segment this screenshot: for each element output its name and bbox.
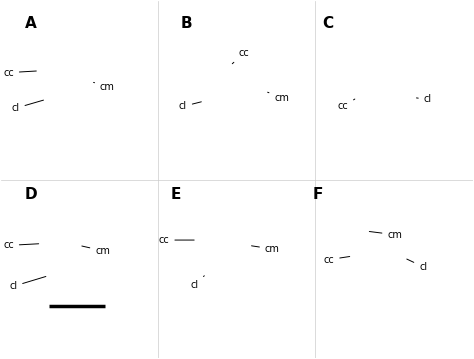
Text: cc: cc xyxy=(324,255,350,265)
Text: cc: cc xyxy=(232,48,249,64)
Text: cm: cm xyxy=(268,92,289,103)
Text: cl: cl xyxy=(191,276,204,290)
Text: E: E xyxy=(171,187,182,202)
Text: cl: cl xyxy=(179,102,201,112)
Text: cc: cc xyxy=(337,99,355,112)
Text: cl: cl xyxy=(407,259,427,272)
Text: cl: cl xyxy=(417,94,432,104)
Text: cc: cc xyxy=(3,241,39,250)
Text: cm: cm xyxy=(252,244,280,254)
Text: D: D xyxy=(25,187,37,202)
Text: A: A xyxy=(25,16,36,31)
Text: cl: cl xyxy=(11,100,44,113)
Text: cc: cc xyxy=(159,235,194,245)
Text: B: B xyxy=(181,16,192,31)
Text: cm: cm xyxy=(369,230,402,240)
Text: F: F xyxy=(312,187,323,202)
Text: C: C xyxy=(322,16,333,31)
Text: cl: cl xyxy=(9,276,46,292)
Text: cm: cm xyxy=(82,246,110,256)
Text: cc: cc xyxy=(3,67,36,78)
Text: cm: cm xyxy=(93,82,115,92)
